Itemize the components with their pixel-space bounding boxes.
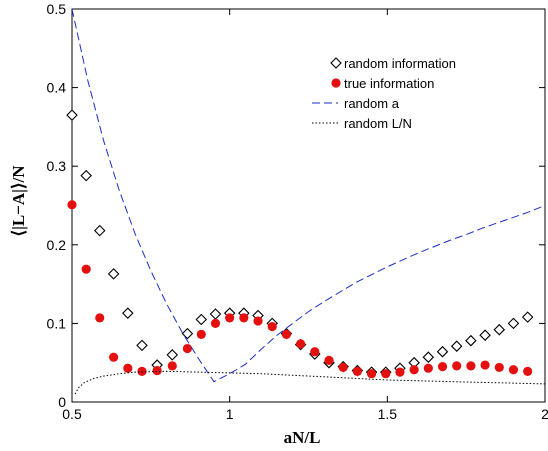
- data-point-circle: [109, 352, 119, 362]
- data-point-diamond: [122, 307, 134, 319]
- series-random-information: [66, 109, 534, 378]
- legend-label: true information: [344, 76, 434, 91]
- data-point-circle: [167, 361, 177, 371]
- series-line: [74, 370, 545, 395]
- data-point-diamond: [493, 323, 506, 336]
- data-point-circle: [137, 366, 147, 376]
- data-point-circle: [352, 366, 362, 376]
- axis-ticks: 0.5 1 1.5 2 0 0.1 0.2 0.3 0.4 0.5: [47, 1, 548, 422]
- series-random-a: [72, 9, 545, 383]
- data-point-circle: [81, 264, 91, 274]
- y-axis-title: ⟨|L−A|⟩/N: [9, 165, 28, 237]
- data-point-diamond: [436, 345, 449, 358]
- legend-swatch-circle: [331, 78, 341, 88]
- y-tick-label: 0.2: [47, 237, 67, 253]
- data-point-circle: [494, 362, 504, 373]
- data-point-diamond: [209, 308, 222, 320]
- data-point-diamond: [93, 224, 106, 237]
- data-point-diamond: [521, 311, 534, 323]
- legend-item: random information: [330, 56, 456, 71]
- legend-item: random L/N: [312, 116, 412, 131]
- y-tick-label: 0.3: [47, 158, 67, 174]
- data-point-circle: [95, 313, 105, 323]
- y-tick-label: 0.5: [47, 1, 67, 17]
- y-tick-label: 0.4: [47, 80, 67, 96]
- data-point-diamond: [166, 349, 179, 361]
- series-true-information: [67, 200, 533, 379]
- series-line: [72, 9, 545, 383]
- data-point-circle: [210, 318, 221, 328]
- data-point-diamond: [422, 351, 435, 363]
- x-tick-label: 1: [226, 406, 234, 422]
- data-point-diamond: [465, 334, 477, 347]
- data-point-circle: [508, 365, 519, 375]
- data-point-circle: [267, 321, 277, 332]
- x-axis-title: aN/L: [284, 428, 321, 447]
- data-point-circle: [381, 369, 391, 379]
- data-point-diamond: [195, 313, 208, 326]
- data-point-circle: [281, 329, 292, 340]
- data-point-circle: [239, 313, 249, 323]
- data-point-circle: [123, 363, 133, 373]
- data-point-diamond: [479, 329, 491, 341]
- legend: random information true information random…: [312, 56, 456, 131]
- x-tick-label: 0.5: [62, 406, 82, 422]
- series-layer: [66, 9, 545, 395]
- data-point-circle: [395, 367, 405, 377]
- legend-item: random a: [312, 96, 400, 111]
- data-point-circle: [366, 369, 377, 379]
- data-point-circle: [296, 339, 306, 349]
- legend-label: random information: [344, 56, 456, 71]
- legend-item: true information: [331, 76, 434, 91]
- data-point-circle: [253, 316, 263, 326]
- data-point-circle: [409, 365, 419, 375]
- data-point-circle: [452, 361, 462, 371]
- data-point-circle: [466, 361, 476, 371]
- data-point-circle: [310, 347, 320, 357]
- legend-label: random L/N: [344, 116, 412, 131]
- series-random-l-n: [74, 370, 545, 395]
- y-tick-label: 0.1: [47, 315, 67, 331]
- y-tick-label: 0: [58, 394, 66, 410]
- data-point-circle: [437, 362, 448, 372]
- data-point-circle: [480, 360, 490, 370]
- data-point-circle: [523, 366, 533, 376]
- data-point-diamond: [136, 339, 148, 352]
- x-tick-label: 1.5: [378, 406, 398, 422]
- data-point-diamond: [507, 317, 520, 330]
- data-point-circle: [324, 355, 334, 365]
- data-point-circle: [423, 363, 433, 373]
- data-point-circle: [338, 362, 348, 373]
- data-point-circle: [152, 365, 162, 376]
- legend-label: random a: [344, 96, 400, 111]
- data-point-diamond: [450, 340, 463, 352]
- data-point-circle: [225, 313, 235, 323]
- legend-swatch-diamond: [330, 57, 342, 69]
- data-point-circle: [182, 343, 193, 354]
- x-tick-label: 2: [541, 406, 548, 422]
- data-point-diamond: [181, 327, 194, 340]
- data-point-diamond: [66, 109, 78, 121]
- data-point-diamond: [80, 169, 92, 182]
- data-point-circle: [196, 329, 206, 340]
- data-point-circle: [67, 200, 77, 210]
- data-point-diamond: [107, 268, 120, 280]
